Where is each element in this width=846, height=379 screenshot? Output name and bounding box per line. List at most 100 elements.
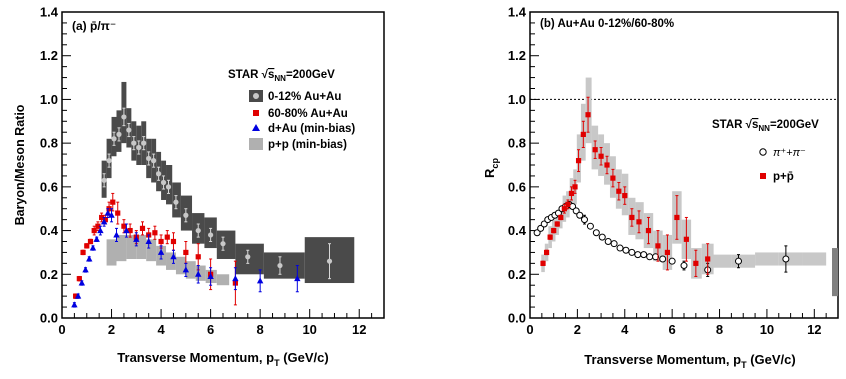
data-point-proton — [558, 214, 564, 221]
legend-label-proton: p+p̄ — [773, 171, 794, 183]
data-point-peripheral — [170, 238, 177, 245]
data-point-pion — [604, 238, 612, 245]
data-point-pion — [634, 251, 642, 259]
data-point-dau — [104, 209, 112, 216]
data-point-proton — [645, 227, 652, 234]
data-point-proton — [540, 260, 546, 266]
data-point-pion — [592, 229, 600, 237]
y-tick-label: 0.4 — [508, 223, 527, 238]
legend-marker-dau — [252, 124, 260, 131]
legend-marker-central — [253, 93, 259, 99]
data-point-pion — [782, 255, 790, 263]
x-tick-label: 0 — [526, 322, 533, 337]
legend-label-pion: π⁺+π⁻ — [773, 147, 806, 159]
data-point-peripheral — [183, 249, 189, 256]
data-point-pion — [537, 224, 545, 232]
data-point-pion — [640, 251, 648, 259]
x-tick-label: 4 — [157, 322, 165, 337]
pion-systematic-band — [731, 254, 756, 268]
y-tick-label: 0.8 — [40, 136, 58, 151]
panel-a-legend: STAR √sNN=200GeV 0-12% Au+Au 60-80% Au+A… — [228, 68, 355, 151]
data-point-proton — [575, 158, 582, 164]
panel-b-legend-title: STAR √sNN=200GeV — [712, 118, 819, 133]
systematic-band — [195, 265, 206, 281]
x-tick-label: 4 — [621, 322, 629, 337]
data-point-dau — [145, 238, 152, 244]
panel-b-label: (b) Au+Au 0-12%/60-80% — [540, 18, 674, 30]
data-point-dau — [113, 231, 120, 238]
y-tick-label: 1.2 — [508, 48, 526, 63]
systematic-band — [216, 274, 230, 286]
y-tick-label: 1.4 — [40, 5, 59, 20]
data-point-peripheral — [115, 210, 121, 216]
data-point-pion — [680, 262, 688, 270]
panel-a-label: (a) p̄/π⁻ — [72, 19, 116, 33]
data-point-pion — [610, 240, 618, 248]
data-point-central — [106, 158, 112, 164]
data-point-proton — [655, 243, 661, 249]
data-point-peripheral — [127, 227, 133, 234]
data-point-dau — [97, 227, 104, 234]
panel-b-ticks: 0 2 4 6 8 10 12 0.0 0.2 0.4 0.6 0.8 1.0 1.2 1.4 — [508, 5, 839, 337]
x-tick-label: 2 — [574, 322, 581, 337]
data-point-dau — [294, 275, 301, 282]
x-tick-label: 6 — [207, 322, 214, 337]
data-point-peripheral — [139, 225, 146, 231]
data-point-dau — [207, 272, 214, 279]
data-point-dau — [195, 270, 202, 277]
data-point-pion — [659, 255, 667, 263]
data-point-central — [111, 136, 117, 142]
y-tick-label: 0.0 — [508, 311, 526, 326]
data-point-central — [245, 254, 251, 260]
x-tick-label: 2 — [108, 322, 115, 337]
data-point-proton — [705, 256, 711, 262]
data-point-central — [160, 179, 167, 186]
x-tick-label: 10 — [302, 322, 316, 337]
legend-marker-proton — [760, 173, 766, 179]
data-point-central — [165, 184, 172, 190]
data-point-dau — [133, 235, 140, 242]
x-tick-label: 8 — [257, 322, 264, 337]
data-point-dau — [232, 275, 239, 282]
data-point-proton — [622, 193, 628, 199]
data-point-pion — [646, 253, 654, 261]
data-point-central — [136, 144, 142, 151]
data-point-proton — [693, 260, 699, 266]
data-point-dau — [182, 266, 190, 273]
data-point-proton — [543, 249, 550, 256]
data-point-central — [183, 212, 189, 218]
data-point-central — [277, 262, 283, 269]
data-point-central — [101, 177, 107, 183]
legend-label-dau: d+Au (min-bias) — [268, 123, 355, 135]
y-tick-label: 0.8 — [508, 136, 526, 151]
x-tick-label: 8 — [716, 322, 723, 337]
data-point-central — [121, 114, 127, 120]
panel-b-legend: STAR √sNN=200GeV π⁺+π⁻ p+p̄ — [712, 118, 819, 183]
data-point-central — [326, 258, 333, 264]
data-point-dau — [93, 235, 100, 242]
data-point-central — [131, 140, 137, 146]
data-point-central — [146, 155, 152, 162]
data-point-proton — [568, 190, 575, 197]
data-point-proton — [565, 201, 571, 207]
panel-b-y-axis-label: Rcp — [482, 158, 500, 178]
systematic-band — [185, 261, 196, 279]
data-point-pion — [576, 211, 584, 219]
data-point-proton — [683, 236, 689, 242]
data-point-central — [126, 127, 132, 133]
systematic-band — [166, 252, 176, 270]
legend-label-central: 0-12% Au+Au — [268, 91, 341, 103]
data-point-peripheral — [73, 293, 79, 299]
data-point-central — [156, 171, 162, 177]
legend-label-peripheral: 60-80% Au+Au — [268, 108, 348, 120]
data-point-proton — [604, 162, 610, 168]
data-point-proton — [629, 214, 635, 221]
data-point-peripheral — [91, 227, 97, 234]
panel-b-frame — [529, 11, 839, 319]
data-point-peripheral — [95, 223, 101, 229]
normalization-box — [832, 248, 838, 297]
data-point-pion — [572, 207, 580, 215]
data-point-proton — [561, 206, 567, 212]
y-tick-label: 0.0 — [40, 311, 58, 326]
